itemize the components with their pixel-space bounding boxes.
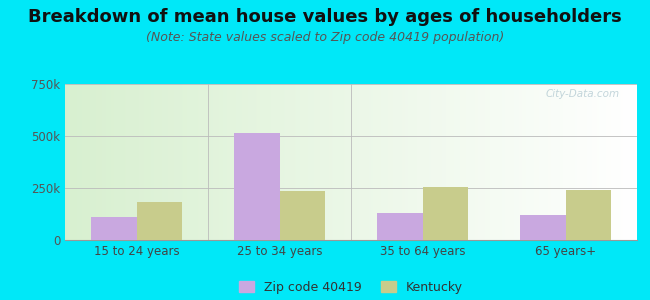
Text: City-Data.com: City-Data.com — [546, 89, 620, 99]
Legend: Zip code 40419, Kentucky: Zip code 40419, Kentucky — [239, 280, 463, 294]
Bar — [377, 213, 423, 240]
Bar — [234, 133, 280, 240]
Bar — [136, 202, 182, 240]
Bar — [422, 187, 468, 240]
Bar — [91, 217, 136, 240]
Bar — [566, 190, 611, 240]
Text: (Note: State values scaled to Zip code 40419 population): (Note: State values scaled to Zip code 4… — [146, 32, 504, 44]
Text: Breakdown of mean house values by ages of householders: Breakdown of mean house values by ages o… — [28, 8, 622, 26]
Bar — [280, 191, 325, 240]
Bar — [520, 215, 566, 240]
